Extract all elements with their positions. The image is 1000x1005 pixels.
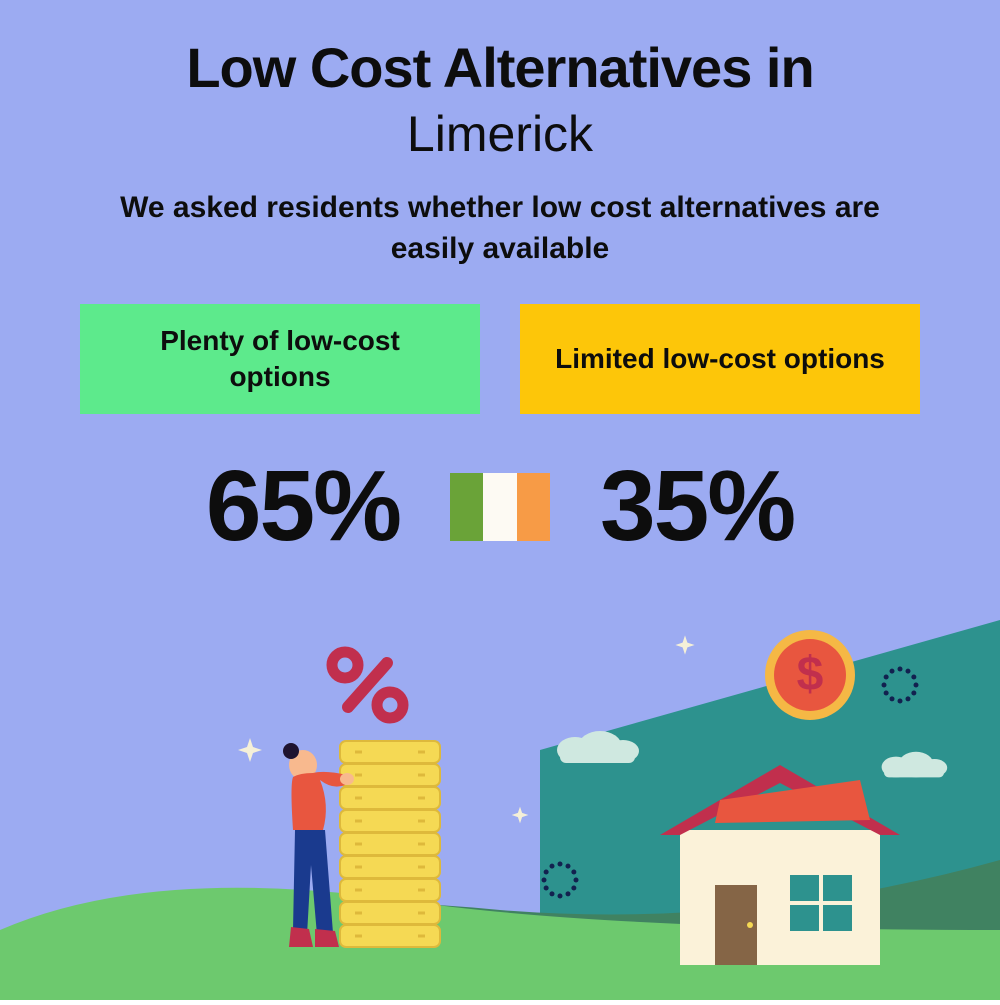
coin-stack xyxy=(340,741,440,947)
flag-ireland xyxy=(450,473,550,541)
option-plenty: Plenty of low-cost options xyxy=(80,304,480,414)
stats-row: 65% 35% xyxy=(0,449,1000,564)
option-limited: Limited low-cost options xyxy=(520,304,920,414)
sparkle-icon xyxy=(675,635,694,654)
flag-stripe-green xyxy=(450,473,483,541)
title-location: Limerick xyxy=(0,105,1000,163)
sparkle-icon xyxy=(512,807,529,824)
svg-text:$: $ xyxy=(797,648,824,701)
option-limited-label: Limited low-cost options xyxy=(555,341,885,377)
option-plenty-label: Plenty of low-cost options xyxy=(110,323,450,396)
title-line1: Low Cost Alternatives in xyxy=(0,0,1000,100)
sparkle-icon xyxy=(238,738,262,762)
flag-stripe-orange xyxy=(517,473,550,541)
flag-stripe-white xyxy=(483,473,516,541)
percent-icon xyxy=(332,652,403,718)
dollar-coin-icon: $ xyxy=(765,630,855,720)
infographic-container: Low Cost Alternatives in Limerick We ask… xyxy=(0,0,1000,1000)
options-row: Plenty of low-cost options Limited low-c… xyxy=(0,304,1000,414)
illustration: $ xyxy=(0,620,1000,1000)
illustration-svg: $ xyxy=(0,620,1000,1000)
stat-left: 65% xyxy=(206,449,400,564)
subheading: We asked residents whether low cost alte… xyxy=(0,188,1000,269)
stat-right: 35% xyxy=(600,449,794,564)
